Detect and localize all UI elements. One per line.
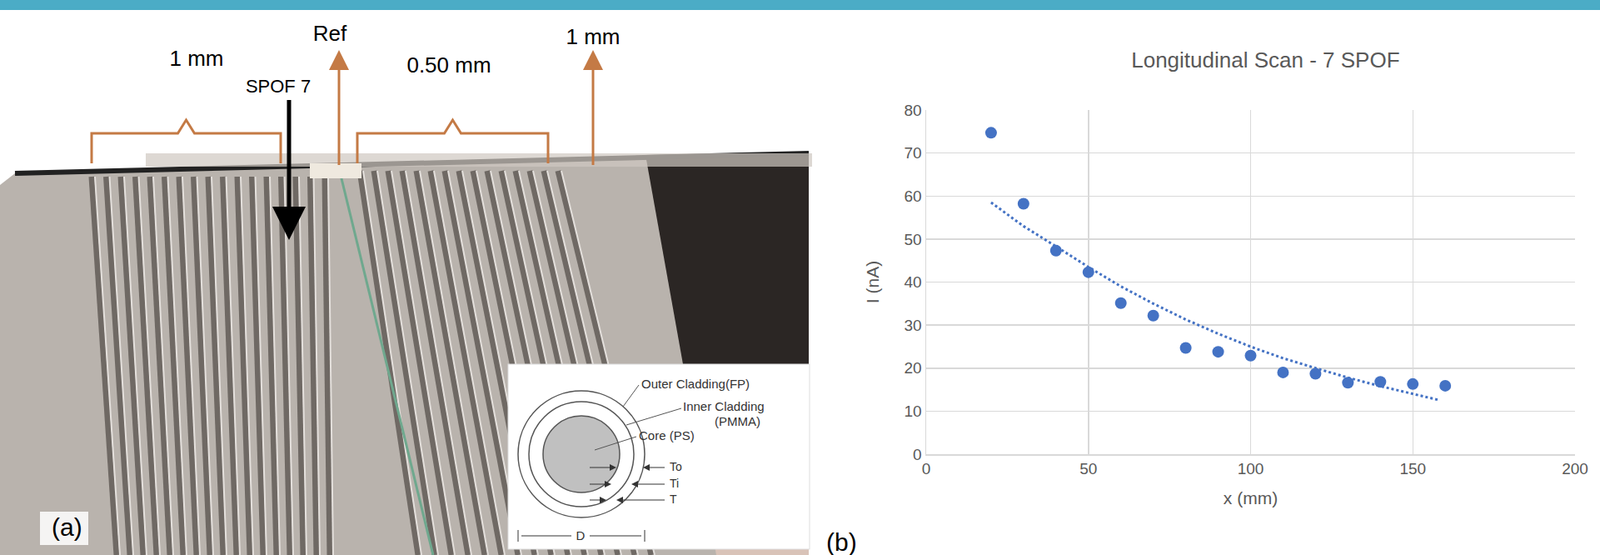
svg-text:(a): (a) bbox=[51, 513, 83, 541]
svg-text:Ti: Ti bbox=[669, 476, 679, 490]
svg-text:(b): (b) bbox=[826, 528, 858, 555]
svg-text:80: 80 bbox=[904, 101, 923, 120]
svg-text:D: D bbox=[576, 528, 586, 543]
svg-text:0: 0 bbox=[922, 459, 932, 478]
svg-text:200: 200 bbox=[1561, 459, 1589, 478]
svg-text:SPOF 7: SPOF 7 bbox=[245, 75, 311, 97]
svg-text:Longitudinal Scan - 7 SPOF: Longitudinal Scan - 7 SPOF bbox=[1131, 47, 1400, 73]
svg-text:0: 0 bbox=[912, 445, 923, 464]
svg-text:(PMMA): (PMMA) bbox=[714, 413, 761, 429]
svg-text:1 mm: 1 mm bbox=[169, 45, 225, 71]
svg-text:60: 60 bbox=[904, 187, 923, 205]
svg-text:Core (PS): Core (PS) bbox=[638, 428, 695, 443]
svg-text:T: T bbox=[669, 492, 678, 506]
svg-text:70: 70 bbox=[904, 144, 923, 162]
svg-text:Outer Cladding(FP): Outer Cladding(FP) bbox=[641, 376, 750, 391]
svg-text:1 mm: 1 mm bbox=[566, 24, 621, 50]
svg-text:40: 40 bbox=[904, 273, 923, 291]
svg-text:20: 20 bbox=[904, 358, 923, 377]
svg-text:50: 50 bbox=[1079, 459, 1097, 478]
svg-text:150: 150 bbox=[1399, 459, 1426, 478]
svg-text:Inner Cladding: Inner Cladding bbox=[682, 398, 765, 414]
svg-text:30: 30 bbox=[904, 316, 923, 334]
svg-text:Ref: Ref bbox=[313, 20, 348, 46]
svg-text:100: 100 bbox=[1237, 459, 1265, 478]
svg-text:50: 50 bbox=[904, 230, 923, 249]
svg-text:I (nA): I (nA) bbox=[862, 260, 883, 304]
svg-text:10: 10 bbox=[904, 402, 923, 420]
svg-text:To: To bbox=[669, 459, 683, 474]
svg-text:0.50 mm: 0.50 mm bbox=[406, 52, 491, 78]
svg-text:x (mm): x (mm) bbox=[1223, 488, 1278, 508]
